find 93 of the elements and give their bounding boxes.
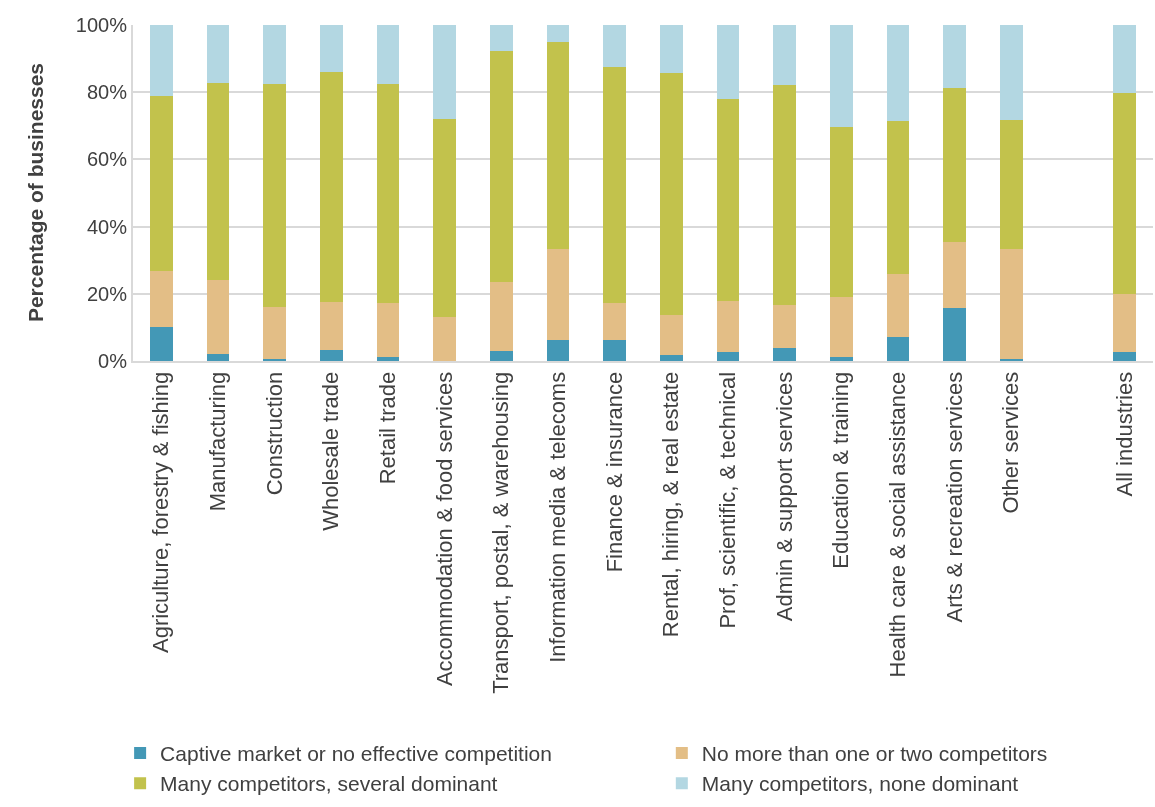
bar [660, 72, 683, 316]
x-tick-label: Construction [261, 371, 287, 496]
bar [603, 66, 626, 303]
x-tick-label: Manufacturing [205, 371, 231, 512]
bar [433, 119, 456, 317]
bar [660, 25, 683, 73]
y-tick-label: 0% [98, 350, 128, 372]
bar [206, 353, 230, 361]
bar [263, 84, 286, 307]
bar [150, 326, 173, 361]
legend-label: Captive market or no effective competition [160, 742, 552, 766]
bar [943, 25, 966, 89]
bar [263, 306, 286, 360]
x-tick-label: All industries [1111, 371, 1137, 497]
y-tick-label: 60% [86, 148, 128, 171]
legend-label: No more than one or two competitors [701, 742, 1048, 766]
y-tick-label: 80% [86, 81, 128, 104]
bar [1000, 25, 1023, 121]
x-tick-label: Education & training [828, 371, 854, 569]
bar [206, 82, 230, 281]
bar [1113, 351, 1136, 361]
bar [1113, 25, 1136, 93]
x-tick-label: Information media & telecoms [545, 371, 571, 663]
bar [716, 300, 740, 352]
bar [603, 302, 626, 340]
bar [376, 84, 400, 303]
bar [660, 315, 683, 355]
bar [433, 25, 456, 120]
x-tick-label: Transport, postal, & warehousing [488, 371, 514, 694]
x-tick-label: Wholesale trade [318, 371, 344, 531]
bar [943, 242, 966, 308]
bar [546, 42, 570, 249]
bar [320, 301, 343, 350]
bar [150, 270, 173, 327]
bar [490, 350, 513, 361]
x-tick-label: Arts & recreation services [941, 371, 967, 623]
x-tick-label: Retail trade [375, 371, 401, 485]
bar [490, 25, 513, 51]
bar [830, 357, 853, 361]
bar [1113, 92, 1136, 295]
bar [716, 25, 740, 99]
bar [1113, 294, 1136, 352]
bar [320, 72, 343, 302]
y-tick-label: 20% [86, 282, 128, 305]
bar [546, 248, 570, 341]
bar [320, 349, 343, 361]
bar [490, 50, 513, 282]
legend-label: Many competitors, several dominant [160, 772, 498, 796]
bar [150, 95, 173, 271]
bar [263, 25, 286, 85]
bar [943, 307, 966, 361]
y-tick-label: 40% [86, 215, 128, 238]
bar [886, 337, 910, 361]
legend-label: Many competitors, none dominant [701, 772, 1019, 796]
bar [773, 305, 796, 348]
bar [716, 351, 740, 361]
bar [886, 25, 910, 122]
bar [603, 25, 626, 67]
bar [150, 25, 173, 96]
bar [886, 121, 910, 274]
bar [206, 280, 230, 354]
x-tick-label: Finance & insurance [601, 371, 627, 573]
bar [773, 347, 796, 361]
bar [603, 339, 626, 361]
bar [830, 25, 853, 128]
bar [886, 273, 910, 338]
bar [830, 127, 853, 297]
x-tick-label: Accommodation & food services [431, 371, 457, 687]
bar [943, 88, 966, 243]
bar [830, 296, 853, 358]
x-tick-label: Admin & support services [771, 371, 797, 622]
bar [773, 25, 796, 86]
y-axis-title: Percentage of businesses [24, 62, 48, 323]
bar [546, 340, 570, 361]
x-tick-label: Other services [998, 371, 1024, 514]
bar [716, 98, 740, 301]
bar [490, 281, 513, 351]
bar [376, 302, 400, 358]
bar [376, 25, 400, 85]
bar [433, 316, 456, 361]
bar [1000, 249, 1023, 360]
bar [206, 25, 230, 83]
x-tick-label: Rental, hiring, & real estate [658, 371, 684, 638]
y-tick-label: 100% [75, 14, 128, 36]
bar [660, 354, 683, 361]
bar [546, 25, 570, 43]
x-tick-label: Agriculture, forestry & fishing [148, 371, 174, 654]
x-tick-label: Prof, scientific, & technical [715, 371, 741, 629]
x-tick-label: Health care & social assistance [885, 371, 911, 678]
bar [376, 357, 400, 361]
bar [773, 85, 796, 306]
bar [320, 25, 343, 73]
bar [1000, 120, 1023, 250]
